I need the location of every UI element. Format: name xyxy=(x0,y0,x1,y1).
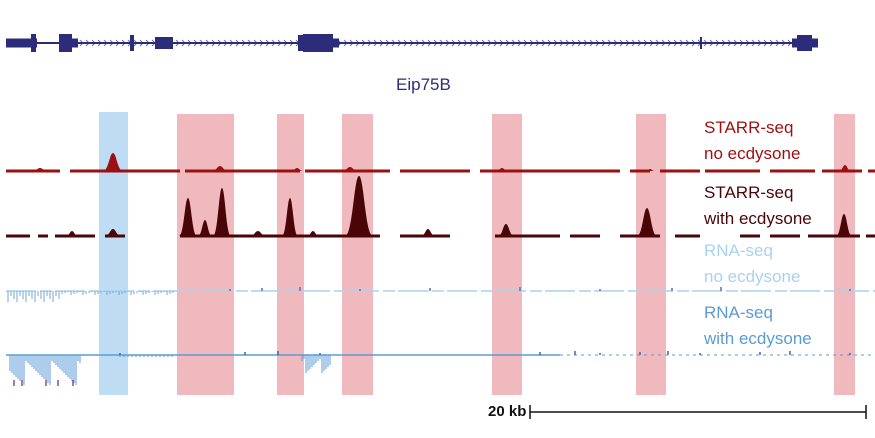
highlight-region-red xyxy=(492,114,522,395)
starr-with-ecdysone-peak xyxy=(282,198,298,236)
starr-with-ecdysone-peak xyxy=(198,220,212,236)
highlight-region-red xyxy=(834,114,855,395)
starr-no-ecdysone-baseline xyxy=(480,169,620,173)
track-label-starr-with-ecdysone: STARR-seq with ecdysone xyxy=(704,182,812,229)
track-label-line2: with ecdysone xyxy=(704,209,812,228)
gene-exon xyxy=(72,38,78,48)
scale-bar xyxy=(529,405,867,419)
starr-with-ecdysone-peak xyxy=(66,231,78,236)
highlight-regions xyxy=(99,112,855,395)
starr-with-ecdysone-baseline xyxy=(38,234,48,238)
starr-with-ecdysone-baseline xyxy=(808,234,860,238)
gene-exon xyxy=(812,38,818,48)
track-label-line2: with ecdysone xyxy=(704,329,812,348)
gene-exon xyxy=(333,38,339,48)
starr-with-ecdysone-peak xyxy=(498,224,514,236)
starr-no-ecdysone-peak xyxy=(342,167,358,171)
starr-no-ecdysone-peak xyxy=(212,166,228,171)
gene-exon xyxy=(700,37,702,49)
starr-no-ecdysone-baseline xyxy=(400,169,470,173)
starr-with-ecdysone-baseline xyxy=(770,234,800,238)
rna-no-ecdysone-ticks xyxy=(229,287,851,291)
gene-exon xyxy=(797,35,812,51)
scale-bar-label: 20 kb xyxy=(488,403,527,420)
starr-with-ecdysone-baseline xyxy=(180,234,380,238)
gene-model-eip75b xyxy=(6,34,818,52)
track-rna-no-ecdysone xyxy=(6,287,875,302)
track-starr-no-ecdysone xyxy=(6,153,875,173)
starr-with-ecdysone-baseline xyxy=(740,234,760,238)
starr-with-ecdysone-peak xyxy=(421,229,435,236)
track-label-line2: no ecdysone xyxy=(704,267,801,286)
track-starr-with-ecdysone xyxy=(6,176,875,238)
starr-with-ecdysone-baseline xyxy=(570,234,600,238)
rna-with-ecdysone-spikes xyxy=(13,380,74,386)
starr-no-ecdysone-baseline xyxy=(630,169,650,173)
starr-no-ecdysone-peak xyxy=(839,165,851,171)
starr-with-ecdysone-peak xyxy=(637,208,657,236)
track-label-line1: RNA-seq xyxy=(704,241,773,260)
starr-with-ecdysone-baseline xyxy=(866,234,875,238)
gene-exon xyxy=(59,34,72,52)
highlight-region-red xyxy=(177,114,234,395)
starr-no-ecdysone-peak xyxy=(645,169,655,171)
gene-exon xyxy=(792,38,797,48)
starr-with-ecdysone-peak xyxy=(836,214,852,236)
track-label-starr-no-ecdysone: STARR-seq no ecdysone xyxy=(704,117,800,164)
gene-exon xyxy=(6,38,37,48)
track-label-rna-no-ecdysone: RNA-seq no ecdysone xyxy=(704,240,800,287)
starr-with-ecdysone-peak xyxy=(179,198,197,236)
track-label-line1: STARR-seq xyxy=(704,118,794,137)
starr-with-ecdysone-baseline xyxy=(675,234,700,238)
starr-with-ecdysone-baseline xyxy=(6,234,30,238)
starr-no-ecdysone-baseline xyxy=(770,169,815,173)
track-label-line1: STARR-seq xyxy=(704,183,794,202)
rna-no-ecdysone-signal xyxy=(7,291,174,302)
rna-with-ecdysone-signal xyxy=(9,355,331,385)
starr-no-ecdysone-peak xyxy=(103,153,123,171)
track-label-rna-with-ecdysone: RNA-seq with ecdysone xyxy=(704,302,812,349)
gene-name: Eip75B xyxy=(396,75,451,94)
starr-with-ecdysone-peak xyxy=(250,231,266,236)
track-label-line1: RNA-seq xyxy=(704,303,773,322)
starr-no-ecdysone-peak xyxy=(496,168,508,171)
starr-no-ecdysone-baseline xyxy=(705,169,760,173)
highlight-region-red xyxy=(277,114,304,395)
track-label-line2: no ecdysone xyxy=(704,144,801,163)
gene-exon xyxy=(130,35,134,51)
starr-with-ecdysone-baseline xyxy=(495,234,560,238)
starr-with-ecdysone-peak xyxy=(213,188,231,236)
starr-no-ecdysone-baseline xyxy=(70,169,180,173)
gene-exon xyxy=(31,34,36,52)
rna-with-ecdysone-ticks xyxy=(119,351,851,355)
gene-exon xyxy=(155,37,173,49)
starr-no-ecdysone-baseline xyxy=(660,169,700,173)
highlight-region-red xyxy=(342,114,373,395)
starr-with-ecdysone-peak xyxy=(105,229,121,236)
starr-with-ecdysone-peak xyxy=(345,176,373,236)
highlight-region-red xyxy=(636,114,666,395)
starr-no-ecdysone-peak xyxy=(291,168,303,171)
track-rna-with-ecdysone xyxy=(6,351,875,386)
gene-exon xyxy=(298,35,303,51)
gene-exon xyxy=(303,34,333,52)
starr-no-ecdysone-baseline xyxy=(868,169,875,173)
starr-with-ecdysone-peak xyxy=(307,231,319,236)
starr-no-ecdysone-peak xyxy=(32,168,48,171)
starr-no-ecdysone-baseline xyxy=(185,169,300,173)
